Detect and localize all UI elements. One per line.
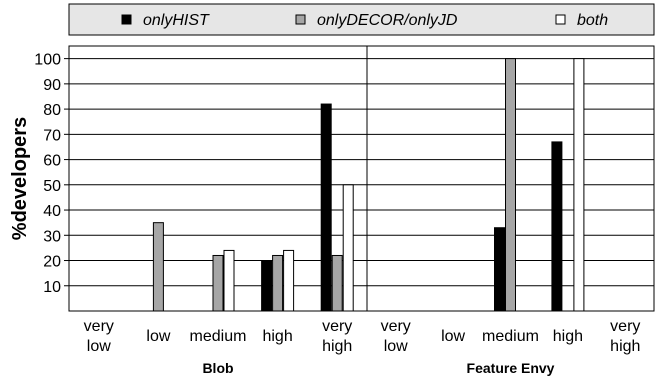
x-tick-label-0-3: high bbox=[262, 328, 292, 345]
y-tick-label-100: 100 bbox=[34, 52, 61, 69]
y-tick-label-40: 40 bbox=[43, 203, 61, 220]
x-tick-label-1-3: high bbox=[553, 328, 583, 345]
bar-0-2-1 bbox=[212, 254, 224, 312]
x-tick-label-1-2: medium bbox=[482, 328, 539, 345]
x-tick-label-0-0: very low bbox=[84, 318, 114, 355]
y-tick-label-10: 10 bbox=[43, 279, 61, 296]
bar-0-3-2 bbox=[283, 249, 295, 312]
panel-label-0: Blob bbox=[202, 360, 233, 376]
legend-swatch-1 bbox=[295, 14, 306, 25]
y-axis-label: %developers bbox=[9, 117, 31, 240]
bar-0-1-1 bbox=[152, 222, 164, 312]
y-tick-label-60: 60 bbox=[43, 153, 61, 170]
bar-0-3-1 bbox=[272, 254, 284, 312]
bar-1-2-1 bbox=[505, 58, 516, 312]
bar-1-3-0 bbox=[551, 141, 563, 312]
bar-1-3-2 bbox=[573, 58, 585, 312]
bar-0-2-2 bbox=[223, 249, 235, 312]
bar-0-4-0 bbox=[320, 103, 332, 312]
legend-label-1: onlyDECOR/onlyJD bbox=[317, 12, 458, 29]
x-tick-label-0-4: very high bbox=[322, 318, 352, 355]
bar-0-4-2 bbox=[342, 184, 354, 312]
y-tick-label-20: 20 bbox=[43, 254, 61, 271]
x-tick-label-1-0: very low bbox=[381, 318, 411, 355]
y-tick-label-50: 50 bbox=[43, 178, 61, 195]
bar-1-2-0 bbox=[494, 227, 505, 312]
bar-0-4-1 bbox=[331, 254, 343, 312]
y-tick-label-70: 70 bbox=[43, 127, 61, 144]
legend-label-2: both bbox=[577, 12, 608, 29]
y-tick-label-30: 30 bbox=[43, 228, 61, 245]
x-tick-label-0-1: low bbox=[146, 328, 170, 345]
x-tick-label-1-4: very high bbox=[610, 318, 640, 355]
legend-swatch-2 bbox=[555, 14, 566, 25]
bar-0-3-0 bbox=[261, 260, 273, 312]
legend-label-0: onlyHIST bbox=[143, 12, 210, 29]
plot-frame bbox=[68, 45, 655, 312]
x-tick-label-1-1: low bbox=[441, 328, 465, 345]
legend-swatch-0 bbox=[121, 14, 132, 25]
y-tick-label-80: 80 bbox=[43, 102, 61, 119]
panel-label-1: Feature Envy bbox=[467, 360, 555, 376]
y-tick-label-90: 90 bbox=[43, 77, 61, 94]
x-tick-label-0-2: medium bbox=[190, 328, 247, 345]
